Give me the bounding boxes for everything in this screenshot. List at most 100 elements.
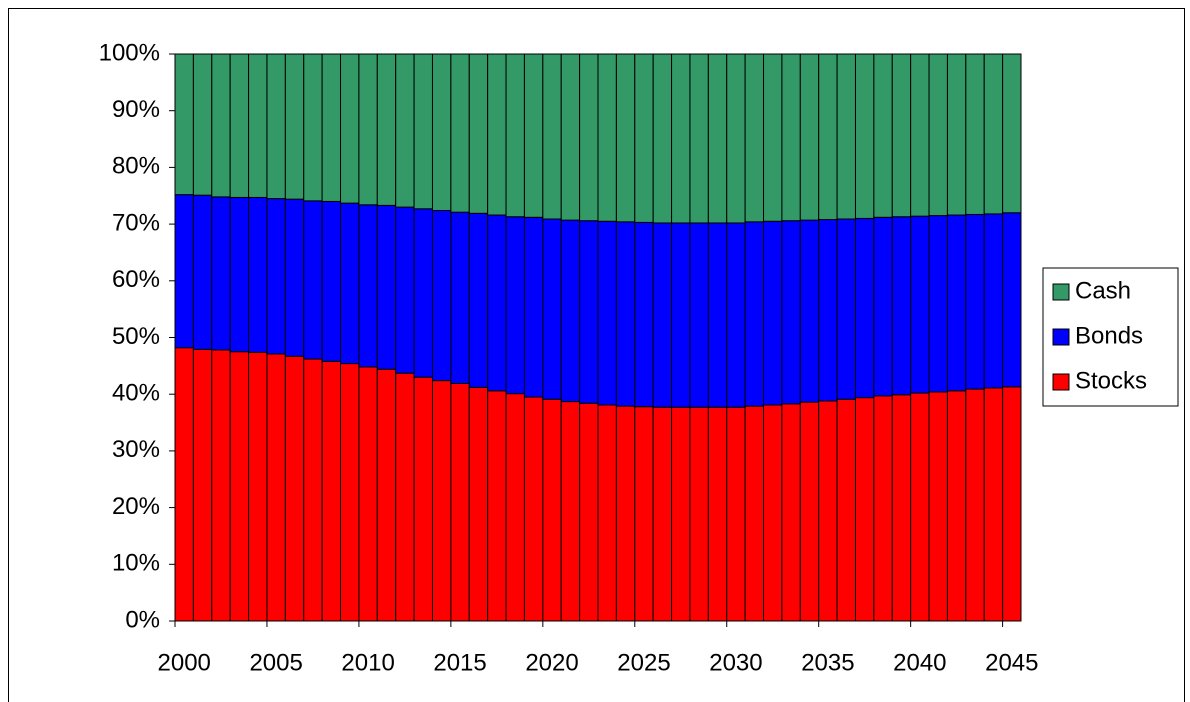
bar-segment: [689, 53, 709, 224]
bar-segment: [928, 215, 948, 393]
bar-segment: [468, 386, 489, 622]
bar-segment: [726, 406, 746, 622]
bar-segment: [689, 406, 709, 622]
bar-segment: [211, 53, 231, 198]
bar-segment: [744, 53, 765, 223]
bar-segment: [395, 206, 415, 374]
bar-segment: [321, 360, 342, 622]
bar-segment: [946, 53, 967, 216]
bar-segment: [229, 53, 250, 198]
bar-segment: [192, 348, 213, 622]
bar-segment: [248, 196, 268, 353]
x-tick-label: 2030: [709, 649, 762, 676]
bar-segment: [395, 372, 415, 622]
bar-segment: [340, 53, 360, 204]
bar-segment: [376, 204, 397, 370]
bar-segment: [266, 53, 286, 200]
bar-segment: [615, 405, 636, 622]
bar-segment: [413, 376, 433, 622]
bar-segment: [174, 53, 194, 196]
x-tick-label: 2040: [893, 649, 946, 676]
bar-segment: [726, 53, 746, 224]
bar-segment: [873, 53, 893, 218]
y-tick-label: 30%: [112, 436, 160, 463]
bar-segment: [634, 53, 654, 223]
bar-segment: [229, 196, 250, 353]
bar-segment: [542, 53, 562, 220]
bar-segment: [560, 401, 581, 622]
bar-segment: [854, 397, 875, 622]
bar-segment: [873, 395, 893, 622]
bar-segment: [505, 393, 525, 622]
bar-segment: [965, 213, 985, 390]
bar-segment: [781, 53, 801, 222]
bar-segment: [523, 53, 544, 218]
bar-segment: [965, 388, 985, 622]
bar-segment: [689, 222, 709, 408]
bar-segment: [854, 53, 875, 219]
bar-segment: [652, 53, 673, 224]
legend-label: Stocks: [1075, 367, 1147, 394]
bar-segment: [597, 53, 617, 222]
bar-segment: [836, 218, 856, 400]
bar-segment: [615, 53, 636, 223]
bar-segment: [799, 53, 820, 221]
bar-segment: [763, 220, 783, 406]
bar-segment: [744, 221, 765, 407]
chart-frame: [8, 8, 1185, 702]
bar-segment: [321, 200, 342, 362]
bar-segment: [542, 218, 562, 400]
bar-segment: [634, 221, 654, 408]
bar-segment: [321, 53, 342, 202]
bar-segment: [579, 220, 599, 404]
bar-segment: [818, 53, 838, 221]
bar-segment: [303, 200, 323, 360]
bar-segment: [340, 363, 360, 622]
y-tick-label: 40%: [112, 380, 160, 407]
bar-segment: [450, 211, 470, 384]
bar-segment: [1002, 386, 1022, 622]
bar-segment: [266, 353, 286, 622]
bar-segment: [873, 216, 893, 397]
y-tick-label: 90%: [112, 96, 160, 123]
bar-segment: [910, 392, 930, 622]
bar-segment: [284, 198, 305, 357]
bar-segment: [468, 212, 489, 388]
bar-segment: [763, 404, 783, 622]
bar-segment: [1002, 53, 1022, 214]
bar-segment: [450, 53, 470, 213]
bar-segment: [487, 53, 507, 216]
bar-segment: [707, 406, 728, 622]
bar-segment: [542, 398, 562, 622]
bar-segment: [229, 351, 250, 622]
y-tick-label: 80%: [112, 153, 160, 180]
bar-segment: [560, 219, 581, 403]
bar-segment: [910, 53, 930, 217]
bar-segment: [303, 358, 323, 622]
x-tick-label: 2025: [617, 649, 670, 676]
bar-segment: [560, 53, 581, 221]
bar-segment: [340, 202, 360, 365]
bar-segment: [376, 368, 397, 622]
bar-segment: [891, 394, 912, 622]
y-tick-label: 50%: [112, 323, 160, 350]
bar-segment: [744, 405, 765, 622]
bar-segment: [946, 390, 967, 622]
bar-segment: [376, 53, 397, 206]
bar-segment: [523, 216, 544, 398]
y-tick-label: 100%: [99, 39, 160, 66]
bar-segment: [671, 406, 691, 622]
bar-segment: [836, 53, 856, 220]
bar-segment: [579, 402, 599, 622]
y-tick-label: 10%: [112, 550, 160, 577]
bar-segment: [597, 404, 617, 622]
bar-segment: [248, 53, 268, 198]
bar-segment: [836, 398, 856, 622]
bar-segment: [487, 390, 507, 622]
x-tick-label: 2020: [525, 649, 578, 676]
bar-segment: [634, 406, 654, 622]
bar-segment: [891, 216, 912, 396]
bar-segment: [910, 215, 930, 394]
y-tick-label: 70%: [112, 209, 160, 236]
